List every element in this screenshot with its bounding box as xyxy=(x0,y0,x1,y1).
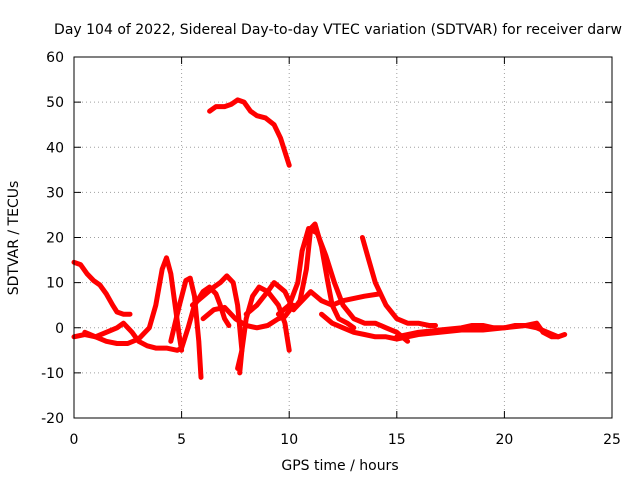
series-trace-s10 xyxy=(275,226,411,344)
series-trace-s2 xyxy=(71,255,185,353)
y-tick-label: 30 xyxy=(46,185,64,201)
series-trace-s3 xyxy=(82,284,232,353)
series-trace-s9 xyxy=(243,221,357,331)
y-axis-label: SDTVAR / TECUs xyxy=(6,181,22,296)
x-tick-label: 20 xyxy=(495,432,513,448)
y-tick-label: 60 xyxy=(46,50,64,66)
series-trace-s8 xyxy=(235,284,292,371)
y-tick-label: -10 xyxy=(41,366,64,382)
chart-title: Day 104 of 2022, Sidereal Day-to-day VTE… xyxy=(54,22,622,38)
x-tick-label: 15 xyxy=(388,432,406,448)
series-trace-s11 xyxy=(291,289,383,313)
series-trace-s1 xyxy=(71,259,133,317)
series-trace-s14 xyxy=(394,320,561,340)
series-trace-s5 xyxy=(207,97,292,168)
x-tick-label: 10 xyxy=(280,432,298,448)
series-group xyxy=(71,97,568,380)
x-axis-label: GPS time / hours xyxy=(281,458,398,474)
y-tick-label: 40 xyxy=(46,140,64,156)
y-tick-label: -20 xyxy=(41,411,64,427)
series-trace-s4 xyxy=(168,275,204,380)
series-trace-s12 xyxy=(359,235,438,328)
grid xyxy=(74,57,612,418)
x-tick-label: 5 xyxy=(177,432,186,448)
series-trace-s6 xyxy=(189,273,245,376)
y-tick-label: 50 xyxy=(46,95,64,111)
y-tick-label: 10 xyxy=(46,276,64,292)
x-tick-label: 0 xyxy=(70,432,79,448)
y-tick-label: 0 xyxy=(55,321,64,337)
y-tick-label: 20 xyxy=(46,231,64,247)
axis-ticks: 0 5 10 15 20 25 -20 -10 0 10 20 30 40 50 60 xyxy=(41,50,621,448)
x-tick-label: 25 xyxy=(603,432,621,448)
